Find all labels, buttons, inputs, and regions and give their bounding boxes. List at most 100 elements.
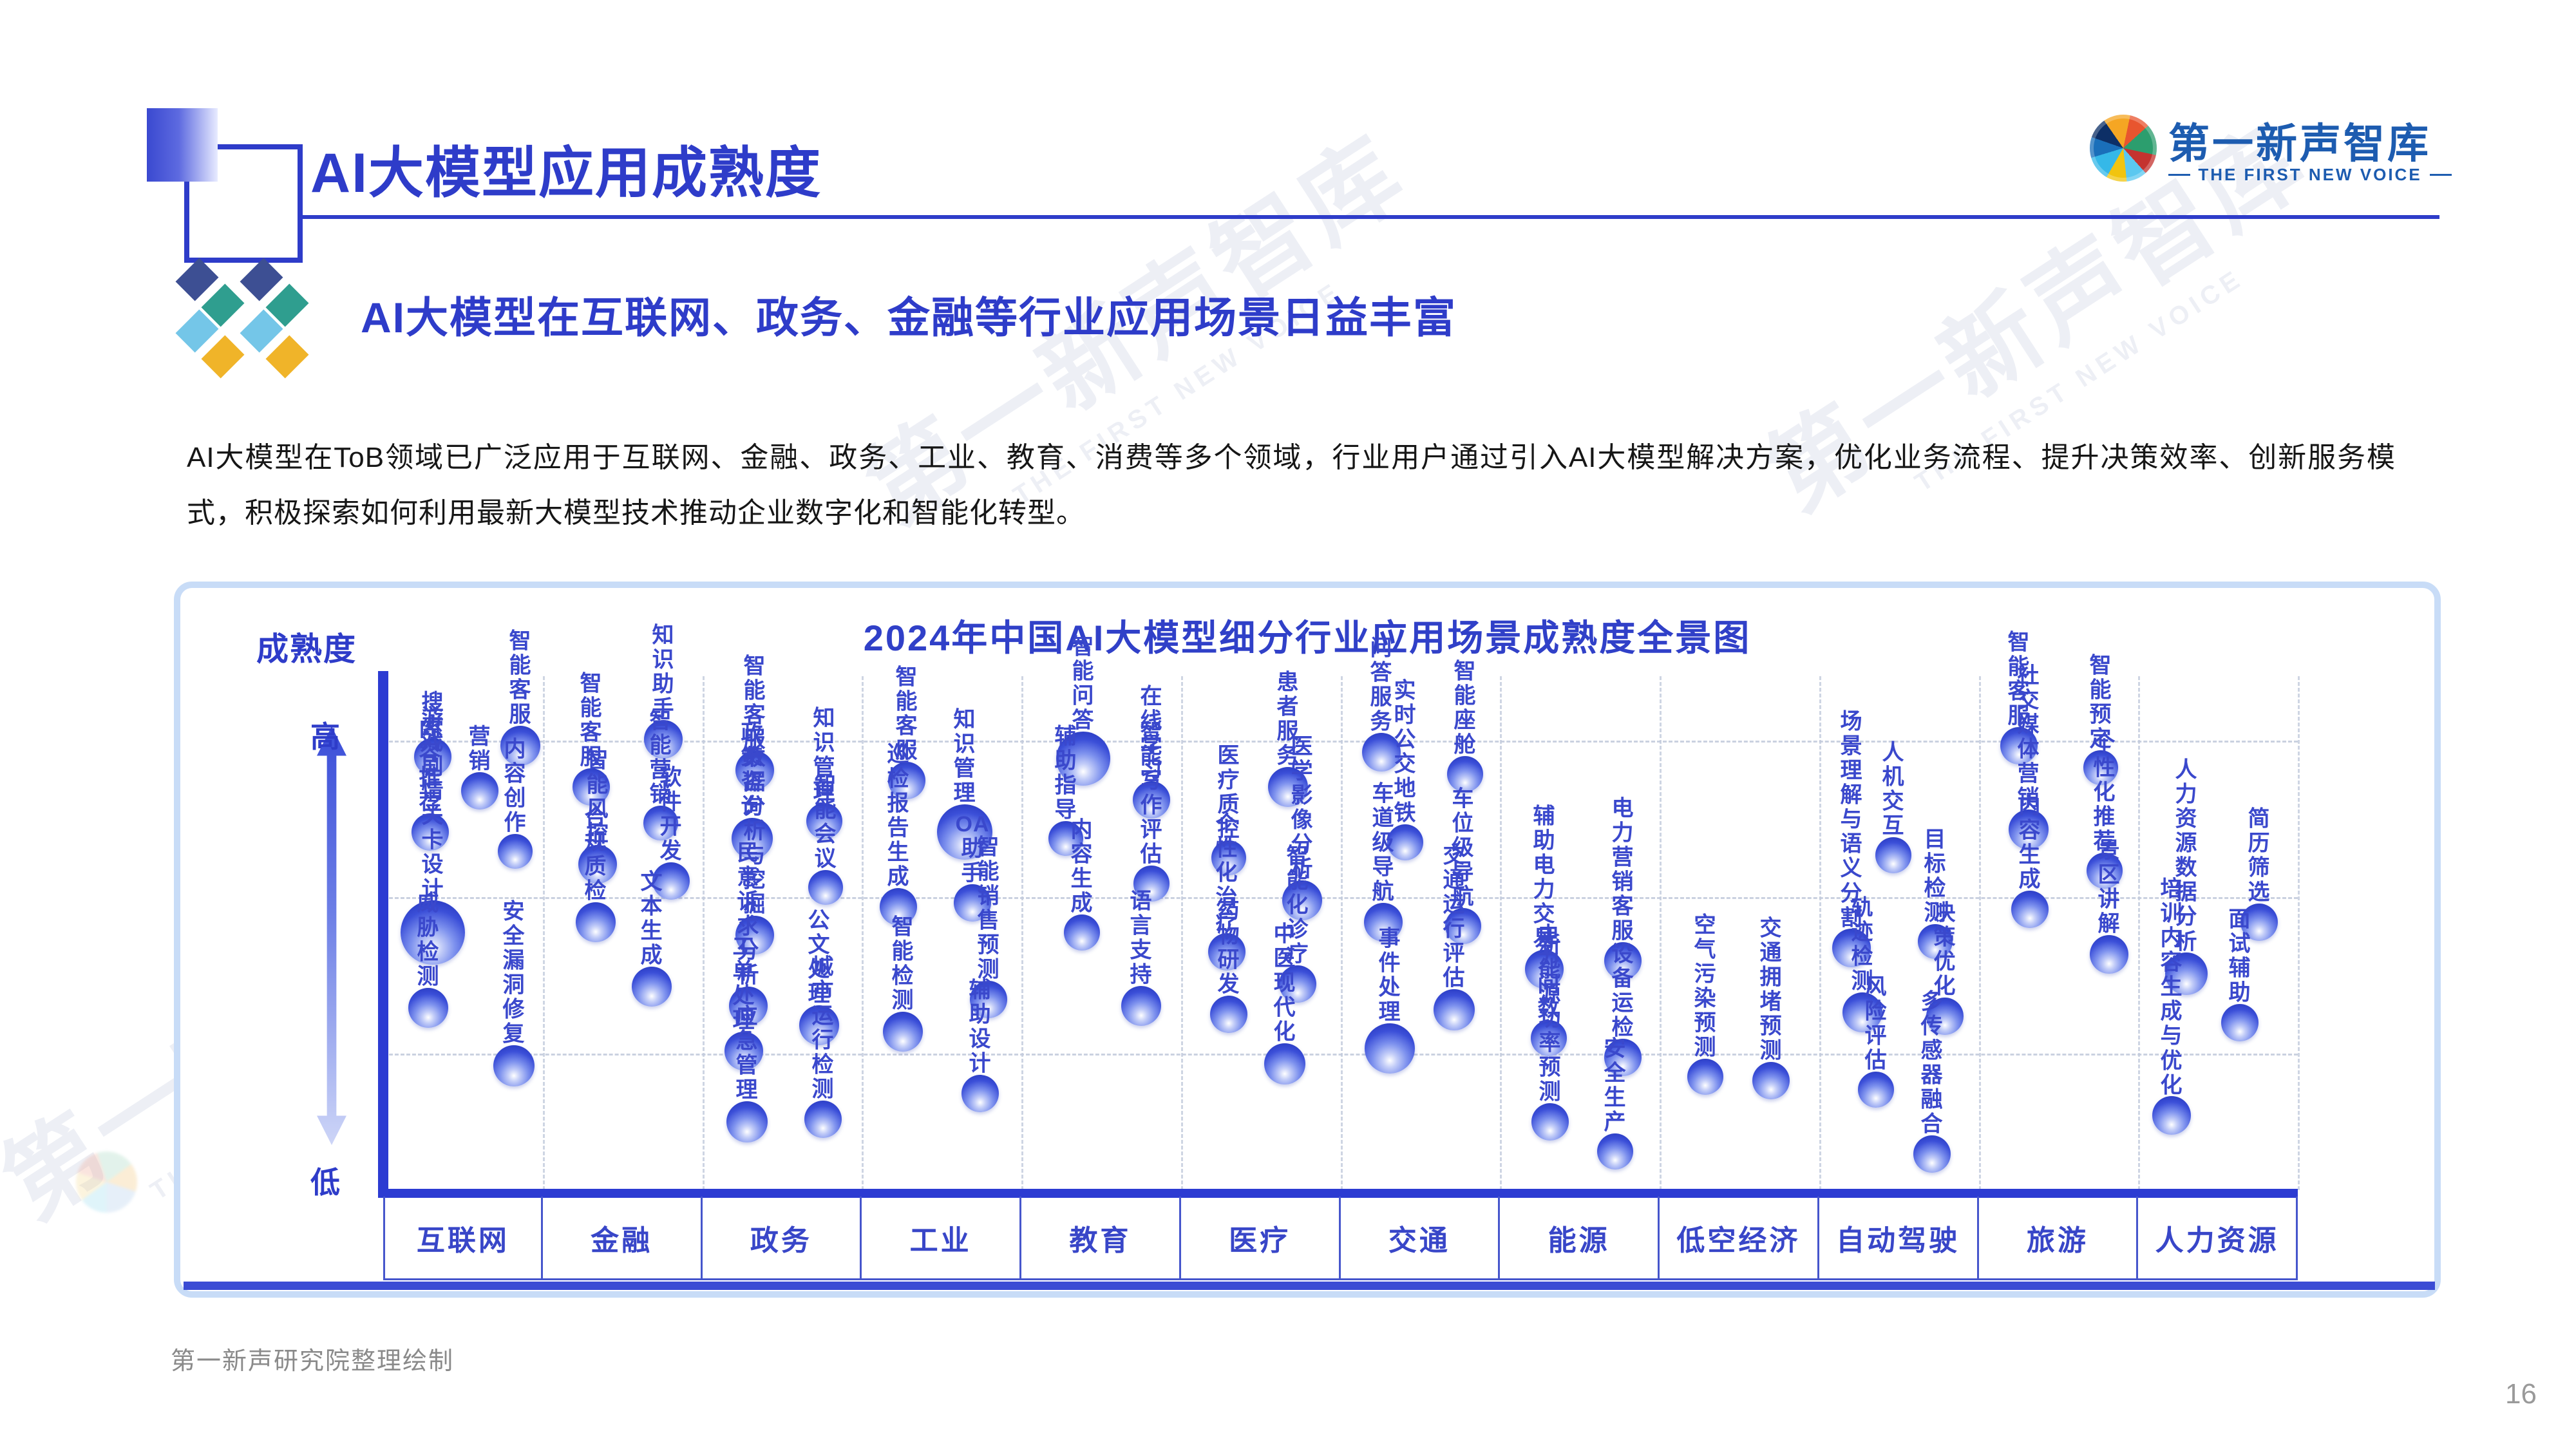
- bubble: [2000, 727, 2038, 764]
- bubble-label: 个性化 推荐: [2093, 731, 2116, 854]
- bubble-label: 智能客服: [580, 671, 603, 770]
- bubble-label: 轨迹检测: [1851, 895, 1874, 994]
- bubble-label: 个性化 治疗: [1215, 811, 1238, 934]
- bubble: [1210, 996, 1247, 1033]
- bubble: [806, 803, 842, 839]
- column-separator: [2298, 676, 2300, 1190]
- bubble-label: 电力问数: [1537, 923, 1560, 1021]
- bubble: [652, 862, 690, 900]
- bubble: [1208, 933, 1245, 971]
- bubble: [961, 1075, 999, 1112]
- bubble: [1858, 1072, 1894, 1108]
- bubble: [1926, 998, 1964, 1035]
- watermark-globe-icon: [76, 1151, 137, 1213]
- category-cell-5: 教育: [1021, 1197, 1181, 1278]
- bubble: [954, 884, 991, 922]
- bubble-label: 应急管理: [735, 1004, 759, 1103]
- title-underline: [299, 215, 2439, 219]
- bubble-label: 合规质检: [584, 805, 607, 904]
- bubble-label: 语言支持: [1130, 889, 1153, 987]
- bubble-label: 智能营销: [649, 708, 672, 807]
- panel-bottom-strip: [184, 1282, 2435, 1290]
- bubble-label: 辅助电 力交易: [1533, 804, 1556, 951]
- bubble: [1445, 908, 1481, 944]
- tagline-rule-left: [2168, 174, 2191, 176]
- bubble: [1531, 1020, 1567, 1056]
- bubble: [1056, 732, 1110, 786]
- bubble: [1364, 903, 1403, 942]
- category-cell-7: 交通: [1341, 1197, 1501, 1278]
- category-cell-2: 金融: [543, 1197, 703, 1278]
- bubble-label: 事件处理: [1378, 926, 1401, 1025]
- y-axis-high-label: 高: [310, 720, 340, 753]
- bubble: [888, 762, 925, 799]
- bubble: [1687, 1059, 1723, 1095]
- bubble-label: 安全生产: [1604, 1036, 1627, 1135]
- bubble: [1133, 866, 1170, 902]
- bubble: [2009, 810, 2049, 849]
- bubble-label: OA助手: [955, 811, 990, 886]
- bubble: [735, 916, 774, 954]
- logo-globe-icon: [2090, 115, 2157, 182]
- bubble-label: 决策优化: [1933, 900, 1956, 999]
- bubble: [2087, 853, 2123, 889]
- bubble: [735, 751, 774, 790]
- header-square-outline-decoration: [184, 144, 303, 263]
- bubble: [1268, 767, 1308, 807]
- bubble: [937, 804, 992, 860]
- bubble-label: 营销: [468, 724, 491, 773]
- bubble-label: 面试辅助: [2228, 907, 2251, 1005]
- bubble: [2221, 1004, 2259, 1041]
- bubble: [729, 987, 768, 1025]
- logo-tagline: THE FIRST NEW VOICE: [2168, 165, 2452, 185]
- bubble: [578, 845, 617, 884]
- bubble-label: 巡检报 告生成: [887, 742, 910, 889]
- bubble: [1918, 924, 1953, 959]
- bubble: [1604, 1039, 1642, 1076]
- bubble: [880, 888, 917, 925]
- bubble-label: 威胁检测: [417, 891, 440, 989]
- bubble: [724, 1032, 763, 1070]
- column-separator: [1978, 676, 1981, 1190]
- bubble-label: 知识助手: [652, 623, 675, 721]
- bubble-label: 场景理解与 语义分割: [1840, 709, 1863, 930]
- bubble-label: 智能客服: [509, 629, 532, 727]
- bubble: [632, 967, 672, 1007]
- bubble: [1875, 837, 1911, 873]
- tagline-text: THE FIRST NEW VOICE: [2198, 165, 2422, 184]
- bubble-label: 问答服务: [1370, 636, 1393, 734]
- bubble: [726, 1101, 768, 1142]
- bubble: [412, 813, 449, 851]
- category-cell-4: 工业: [862, 1197, 1021, 1278]
- bubble: [1434, 989, 1475, 1030]
- bubble-label: 智能预定: [2089, 653, 2112, 752]
- bubble: [1365, 1023, 1415, 1074]
- bubble: [1447, 756, 1483, 792]
- bubble-label: 患者服务: [1276, 670, 1300, 768]
- bubble: [1832, 929, 1871, 967]
- y-axis-low-label: 低: [310, 1166, 340, 1199]
- bubble-label: 药物研发: [1217, 898, 1240, 997]
- bubble-label: 智能问答: [1072, 634, 1095, 733]
- category-cell-10: 自动驾驶: [1819, 1197, 1979, 1278]
- bubble-label: 公文处理: [808, 908, 831, 1007]
- bubble: [2152, 1096, 2191, 1135]
- bubble: [1064, 914, 1100, 951]
- bubble-label: 内容推荐: [419, 716, 442, 815]
- bubble: [1531, 1103, 1569, 1141]
- category-cell-12: 人力资源: [2138, 1197, 2298, 1278]
- y-axis-title: 成熟度: [256, 631, 357, 667]
- bubble-label: 空气污 染预测: [1694, 913, 1717, 1060]
- bubble: [883, 1012, 923, 1052]
- bubble-label: 电力营 销客服: [1611, 796, 1634, 943]
- bubble-label: 医学影 像分析: [1291, 734, 1314, 882]
- category-cell-3: 政务: [703, 1197, 862, 1278]
- column-separator: [1660, 676, 1662, 1190]
- bubble: [1282, 880, 1322, 920]
- bubble: [1264, 1043, 1305, 1084]
- bubble: [1597, 1133, 1633, 1170]
- bubble-label: 智能销 售预测: [977, 835, 1000, 982]
- tagline-rule-right: [2429, 174, 2452, 176]
- bubble: [1387, 824, 1423, 860]
